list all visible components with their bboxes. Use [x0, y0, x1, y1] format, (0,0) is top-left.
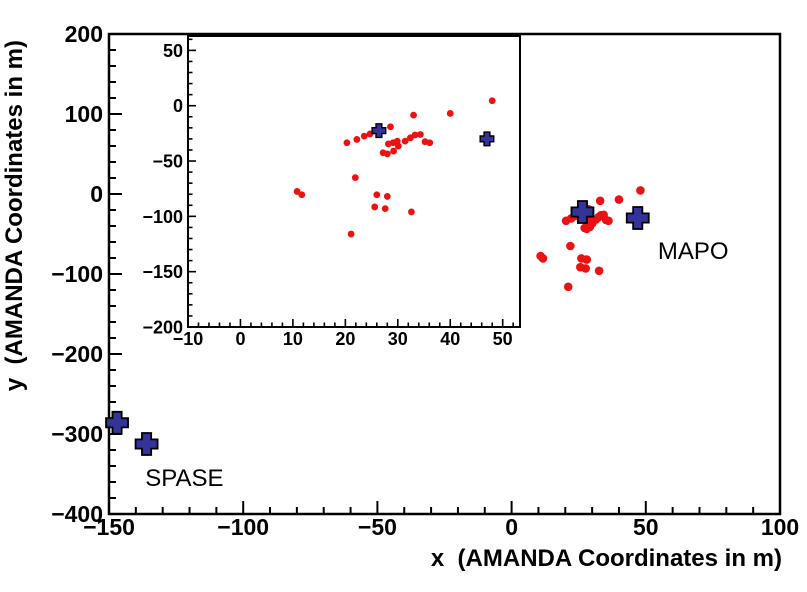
red-dot-marker — [595, 196, 605, 206]
main-x-tick-label: −100 — [217, 514, 269, 540]
series-mapo-station-markers — [570, 200, 650, 230]
red-dot-marker — [293, 188, 301, 195]
main-x-tick-label: −50 — [358, 514, 397, 540]
red-dot-marker — [394, 142, 402, 150]
red-dot-marker — [298, 191, 306, 199]
red-dot-marker — [383, 150, 391, 158]
inset-axis-ticks — [187, 38, 514, 328]
main-series-layer — [105, 186, 650, 456]
red-dot-marker — [381, 205, 389, 213]
mapo-label: MAPO — [658, 238, 729, 265]
main-y-tick-label: −100 — [51, 261, 103, 287]
red-dot-marker — [581, 264, 590, 273]
red-dot-marker — [343, 139, 351, 147]
blue-cross-marker — [105, 410, 129, 435]
blue-cross-marker — [371, 123, 387, 139]
inset-y-tick-label: 0 — [173, 96, 183, 116]
main-y-tick-label: −300 — [51, 421, 103, 447]
inset-y-tick-label: −50 — [152, 152, 183, 172]
series-spase-station-markers — [105, 410, 159, 456]
red-dot-marker — [446, 110, 454, 117]
y-axis-title: y (AMANDA Coordinates in m) — [1, 40, 28, 391]
inset-background — [188, 36, 520, 327]
red-dot-marker — [604, 216, 613, 226]
blue-cross-marker — [134, 432, 159, 456]
red-dot-marker — [408, 208, 415, 216]
main-x-tick-label: 100 — [761, 514, 799, 540]
red-dot-marker — [426, 139, 434, 147]
blue-cross-marker — [570, 200, 595, 224]
inset-x-tick-label: 0 — [235, 329, 245, 349]
main-plot: −150 −100 −50 0 50 1002001000−100−200−300−400… — [1, 21, 799, 572]
main-x-tick-label: −150 — [83, 514, 135, 540]
inset-x-tick-label: 10 — [283, 329, 303, 349]
red-dot-marker — [360, 132, 368, 140]
red-dot-marker — [614, 195, 624, 204]
main-y-tick-label: −200 — [51, 341, 103, 367]
inset-x-tick-label: 20 — [335, 329, 355, 349]
inset-series-layer — [293, 97, 496, 238]
red-dot-marker — [410, 111, 417, 119]
red-dot-marker — [636, 186, 645, 195]
blue-cross-marker — [625, 206, 650, 230]
red-dot-marker — [488, 97, 496, 105]
blue-cross-marker — [479, 131, 495, 147]
red-dot-marker — [411, 131, 419, 139]
red-dot-marker — [401, 137, 409, 145]
red-dot-marker — [594, 266, 604, 276]
main-y-tick-label: 200 — [65, 21, 103, 47]
series-red-survey-points — [293, 97, 496, 238]
main-axis-ticks — [108, 33, 781, 515]
red-dot-marker — [353, 136, 361, 143]
red-dot-marker — [585, 222, 595, 232]
inset-y-tick-label: 50 — [163, 41, 183, 61]
x-axis-title: x (AMANDA Coordinates in m) — [431, 545, 782, 572]
main-x-tick-label: 50 — [633, 514, 659, 540]
spase-label: SPASE — [145, 465, 223, 492]
red-dot-marker — [538, 254, 548, 263]
red-dot-marker — [347, 230, 355, 238]
main-y-tick-label: 0 — [90, 181, 103, 207]
main-y-tick-label: −400 — [51, 501, 103, 527]
red-dot-marker — [387, 123, 394, 131]
inset-x-tick-label: 30 — [388, 329, 408, 349]
red-dot-marker — [563, 282, 573, 292]
inset-y-tick-label: −200 — [142, 318, 183, 338]
red-dot-marker — [373, 191, 381, 199]
red-dot-marker — [416, 131, 424, 138]
red-dot-marker — [582, 255, 592, 264]
red-dot-marker — [566, 241, 575, 251]
main-x-tick-label: 0 — [505, 514, 518, 540]
inset-plot-frame — [187, 35, 521, 328]
inset-x-tick-label: 50 — [493, 329, 513, 349]
series-mapo-station-markers — [371, 123, 495, 147]
red-dot-marker — [383, 193, 391, 200]
red-dot-marker — [371, 203, 379, 211]
main-y-tick-label: 100 — [65, 101, 103, 127]
red-dot-marker — [390, 147, 397, 155]
red-dot-marker — [351, 174, 359, 182]
inset-x-tick-label: 40 — [440, 329, 460, 349]
inset-y-tick-label: −100 — [142, 207, 183, 227]
inset-x-tick-label: −10 — [173, 329, 204, 349]
inset-y-tick-label: −150 — [142, 262, 183, 282]
